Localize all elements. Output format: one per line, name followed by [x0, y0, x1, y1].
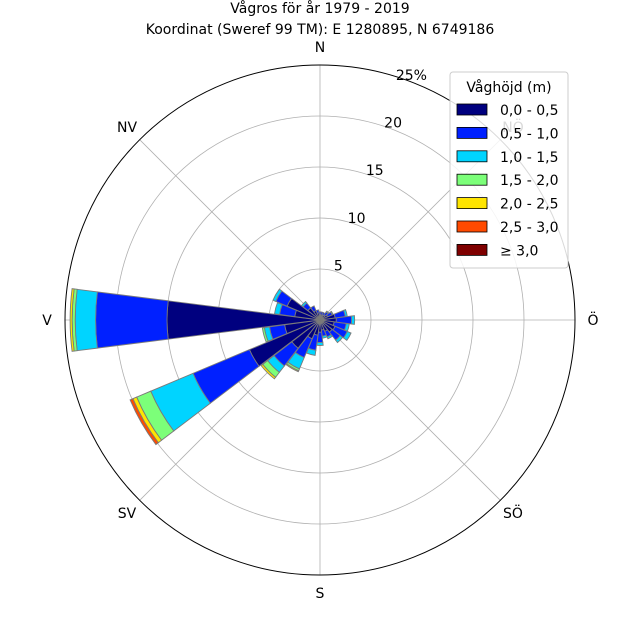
radial-tick-label: 25%: [396, 68, 427, 84]
radial-tick-labels: 5 10 15 20 25%: [334, 68, 427, 274]
outer-circle: [64, 64, 576, 576]
sector-bar: [285, 363, 300, 373]
legend-swatch: [456, 197, 488, 210]
sector-bar: [261, 327, 269, 343]
legend-label: 2,0 - 2,5: [500, 197, 558, 213]
direction-label: SV: [118, 506, 137, 522]
sector-bar: [310, 305, 317, 313]
legend-label: 1,5 - 2,0: [500, 173, 558, 189]
direction-label: NV: [117, 120, 137, 136]
sector-bar: [350, 315, 356, 325]
legend-swatch: [456, 173, 488, 186]
legend: Våghöjd (m) 0,0 - 0,5 0,5 - 1,0 1,0 - 1,5 1…: [449, 71, 569, 269]
legend-entries: 0,0 - 0,5 0,5 - 1,0 1,0 - 1,5 1,5 - 2,0 2,0 …: [456, 103, 558, 259]
polar-frame: [64, 64, 576, 576]
sector-bar: [274, 302, 283, 315]
sector-bar: [260, 363, 277, 380]
legend-label: 0,5 - 1,0: [500, 126, 558, 142]
grid-spoke: [139, 139, 321, 321]
legend-swatch: [456, 103, 488, 116]
sector-bar: [69, 288, 75, 352]
sector-bar: [315, 309, 320, 314]
chart-subtitle: Koordinat (Sweref 99 TM): E 1280895, N 6…: [146, 22, 495, 38]
legend-swatch: [456, 127, 488, 139]
sector-bar: [129, 398, 159, 446]
sector-bar: [300, 300, 308, 308]
legend-label: 0,0 - 0,5: [500, 103, 558, 119]
sector-bar: [326, 333, 333, 340]
legend-swatch: [456, 243, 488, 256]
legend-swatch: [456, 220, 488, 233]
direction-label: SÖ: [503, 504, 523, 522]
radial-tick-label: 10: [348, 211, 366, 227]
sector-bar: [342, 330, 352, 341]
grid-spoke: [319, 319, 501, 501]
sector-bars: [69, 288, 356, 446]
sector-bar: [316, 341, 324, 346]
sector-bar: [74, 288, 98, 352]
chart-title: Vågros för år 1979 - 2019: [230, 0, 409, 17]
direction-label: V: [42, 313, 52, 329]
legend-label: 2,5 - 3,0: [500, 220, 558, 236]
legend-label: 1,0 - 1,5: [500, 150, 558, 166]
sector-bar: [272, 288, 283, 303]
radial-tick-label: 5: [334, 258, 343, 274]
sector-bar: [334, 334, 344, 344]
legend-frame: [449, 71, 569, 269]
sector-bar: [95, 291, 169, 349]
radial-tick-label: 15: [366, 163, 384, 179]
direction-label: N: [315, 40, 325, 56]
direction-label: Ö: [587, 311, 598, 329]
direction-label: S: [316, 586, 325, 602]
legend-swatch: [456, 150, 488, 163]
legend-title: Våghöjd (m): [466, 79, 551, 96]
radial-tick-label: 20: [384, 116, 402, 132]
legend-label: ≥ 3,0: [500, 243, 538, 259]
